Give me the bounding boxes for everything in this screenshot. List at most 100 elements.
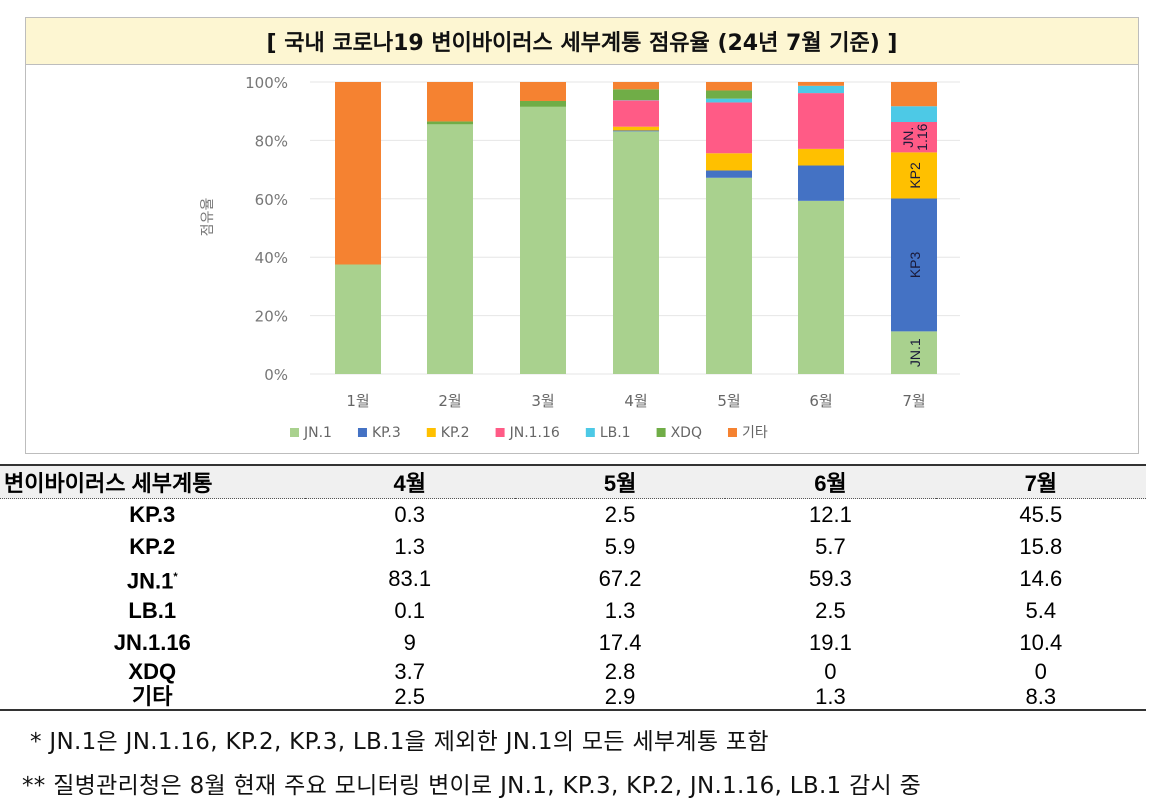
y-tick-label: 60% — [255, 191, 288, 209]
cell-value: 2.9 — [514, 684, 726, 711]
bar-segment-KP-2-4월 — [613, 126, 659, 131]
variant-name: KP.3 — [129, 502, 176, 527]
variant-name: XDQ — [128, 658, 177, 684]
cell-value: 0.3 — [394, 502, 425, 527]
bar-segment-JN-1-2월 — [427, 124, 473, 374]
header-month: 7월 — [935, 464, 1146, 499]
cell-value: 12.1 — [809, 502, 852, 527]
bar-segment-KP-3-6월 — [798, 165, 844, 201]
x-tick-label: 7월 — [902, 392, 925, 410]
cell-value: 0.1 — [394, 598, 425, 623]
row-label: XDQ — [0, 659, 305, 684]
bar-segment-JN-1-1월 — [335, 264, 381, 374]
cell-value: 67.2 — [598, 566, 642, 591]
cell-value: 83.1 — [388, 566, 432, 591]
table-row: XDQ 3.7 2.8 0 0 — [0, 659, 1146, 684]
bar-segment-기타-6월 — [798, 82, 844, 86]
cell-value: 59.3 — [809, 566, 852, 591]
bar-segment-JN-1-16-7월 — [891, 122, 937, 153]
bar-segment-기타-4월 — [613, 82, 659, 90]
table-row: JN.1.16 9 17.4 19.1 10.4 — [0, 627, 1146, 659]
row-label: 기타 — [0, 683, 305, 711]
bar-segment-기타-7월 — [891, 82, 937, 107]
cell-value: 5.7 — [815, 534, 846, 559]
row-label: JN.1.16 — [0, 627, 305, 659]
legend-label: KP.3 — [372, 425, 401, 441]
y-tick-label: 100% — [245, 74, 288, 92]
header-variant: 변이바이러스 세부계통 — [0, 464, 305, 499]
bar-segment-JN-1-7월 — [891, 331, 937, 374]
legend-swatch-XDQ — [656, 428, 666, 437]
row-label: LB.1 — [0, 595, 305, 627]
cell-value: 0 — [824, 658, 837, 684]
footnote-mark: * — [173, 570, 178, 583]
table-row: KP.3 0.3 2.5 12.1 45.5 — [0, 499, 1146, 532]
x-tick-label: 4월 — [624, 392, 647, 410]
variant-name: 기타 — [132, 683, 173, 709]
bar-segment-기타-1월 — [335, 82, 381, 265]
variant-name: JN.1.16 — [113, 630, 191, 655]
cell-value: 0 — [1034, 658, 1047, 684]
legend-label: XDQ — [671, 425, 702, 441]
cell-value: 19.1 — [809, 630, 852, 655]
cell-value: 5.4 — [1025, 598, 1057, 623]
bar-segment-KP-2-5월 — [706, 153, 752, 171]
bar-segment-JN-1-3월 — [520, 106, 566, 374]
bar-segment-LB-1-5월 — [706, 98, 752, 103]
legend-swatch-JN.1 — [290, 428, 299, 437]
header-month: 6월 — [725, 464, 936, 499]
table-header-row: 변이바이러스 세부계통 4월 5월 6월 7월 — [0, 464, 1146, 499]
cell-value: 45.5 — [1019, 502, 1063, 527]
bar-segment-KP-3-4월 — [613, 130, 659, 132]
variant-share-table: 변이바이러스 세부계통 4월 5월 6월 7월 KP.3 0.3 2.5 12.1 45.5 KP… — [0, 464, 1146, 711]
table-row: JN.1* 83.1 67.2 59.3 14.6 — [0, 563, 1146, 595]
x-tick-label: 5월 — [717, 392, 740, 410]
legend-swatch-기타 — [727, 428, 737, 437]
bar-annotation: KP2 — [907, 162, 923, 189]
bar-segment-LB-1-7월 — [891, 106, 937, 123]
y-tick-label: 0% — [264, 366, 288, 384]
bar-segment-JN-1-4월 — [613, 131, 659, 374]
cell-value: 1.3 — [394, 534, 425, 559]
chart-title: [ 국내 코로나19 변이바이러스 세부계통 점유율 (24년 7월 기준) ] — [25, 17, 1139, 65]
bar-segment-JN-1-16-6월 — [798, 93, 844, 149]
cell-value: 10.4 — [1019, 630, 1063, 655]
bar-segment-XDQ-5월 — [706, 90, 752, 99]
x-tick-label: 3월 — [531, 392, 554, 410]
cell-value: 5.9 — [604, 534, 636, 559]
bar-segment-KP-3-7월 — [891, 198, 937, 332]
bar-segment-기타-2월 — [427, 82, 473, 122]
y-tick-label: 80% — [255, 132, 288, 150]
legend-label: LB.1 — [600, 425, 631, 441]
header-month: 5월 — [514, 464, 726, 499]
footnote-1: * JN.1은 JN.1.16, KP.2, KP.3, LB.1을 제외한 J… — [30, 729, 769, 755]
y-tick-label: 40% — [255, 249, 288, 267]
x-tick-label: 6월 — [809, 392, 832, 410]
cell-value: 2.5 — [815, 598, 846, 623]
bar-segment-XDQ-4월 — [613, 89, 659, 101]
bar-segment-JN-1-6월 — [798, 200, 844, 374]
y-axis-title: 점유율 — [200, 198, 216, 237]
legend-label: JN.1 — [303, 425, 332, 441]
bar-segment-기타-3월 — [520, 82, 566, 101]
legend-label: KP.2 — [441, 425, 470, 441]
x-tick-label: 2월 — [438, 392, 461, 410]
header-month: 4월 — [304, 464, 515, 499]
table-row: KP.2 1.3 5.9 5.7 15.8 — [0, 531, 1146, 563]
legend-label: JN.1.16 — [509, 425, 560, 441]
bar-segment-KP-2-6월 — [798, 148, 844, 166]
bar-segment-XDQ-3월 — [520, 100, 566, 107]
cell-value: 1.3 — [604, 598, 636, 623]
bar-segment-KP-3-5월 — [706, 170, 752, 178]
legend-swatch-KP.2 — [426, 428, 436, 437]
bar-segment-KP-2-7월 — [891, 152, 937, 199]
y-tick-label: 20% — [255, 308, 288, 326]
cell-value: 1.3 — [725, 684, 936, 711]
legend-swatch-JN.1.16 — [495, 428, 505, 437]
legend-swatch-KP.3 — [357, 428, 367, 437]
variant-name: KP.2 — [129, 534, 176, 559]
cell-value: 2.5 — [304, 684, 515, 711]
bar-annotation: KP3 — [907, 251, 923, 278]
bar-segment-JN-1-16-4월 — [613, 100, 659, 127]
